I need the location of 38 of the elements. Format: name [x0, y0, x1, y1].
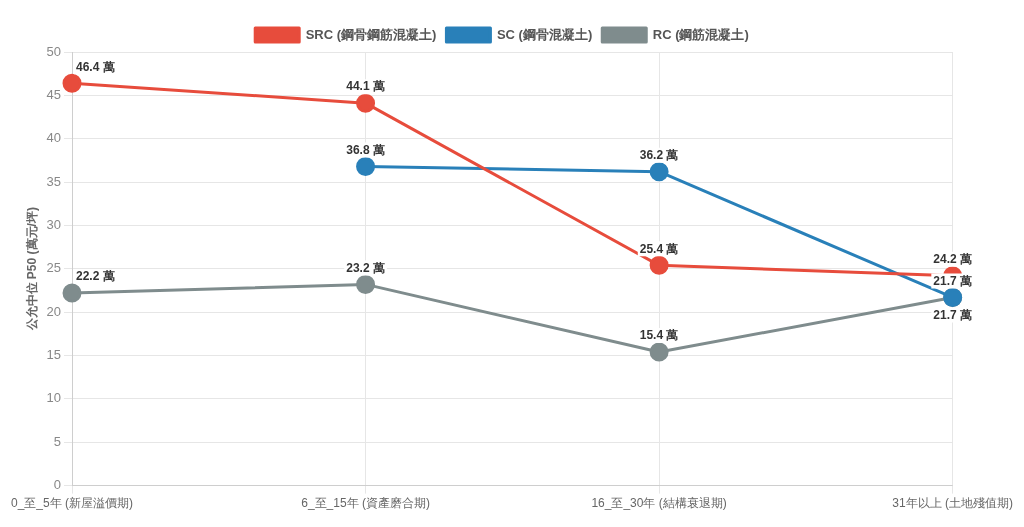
y-tick-label: 0 — [53, 477, 62, 493]
y-tick-label: 25 — [46, 260, 62, 276]
y-tick-label: 50 — [46, 43, 62, 59]
x-tick-label: 31年以上 (土地殘值期) — [892, 496, 1014, 511]
legend-label: SC (鋼骨混凝土) — [496, 26, 593, 42]
point — [356, 274, 376, 294]
data-label: 36.2 萬 — [639, 147, 679, 162]
data-label: 21.7 萬 — [933, 307, 973, 322]
data-label: 46.4 萬 — [76, 59, 115, 74]
legend-label: RC (鋼筋混凝土) — [652, 26, 749, 42]
y-tick-label: 5 — [53, 433, 62, 449]
data-label: 25.4 萬 — [639, 241, 679, 256]
y-tick-label: 35 — [46, 173, 62, 189]
legend-label: SRC (鋼骨鋼筋混凝土) — [305, 26, 437, 42]
y-tick-label: 15 — [46, 347, 62, 363]
data-label: 24.2 萬 — [933, 252, 973, 267]
data-label: 15.4 萬 — [639, 328, 679, 343]
point — [649, 342, 669, 362]
x-tick-label: 6_至_15年 (資產磨合期) — [301, 496, 430, 511]
x-tick-label: 16_至_30年 (結構衰退期) — [591, 496, 727, 511]
y-tick-label: 10 — [46, 390, 62, 406]
point — [356, 156, 376, 176]
y-tick-label: 30 — [46, 217, 62, 233]
point — [356, 93, 376, 113]
point — [62, 283, 82, 303]
y-tick-label: 40 — [46, 130, 62, 146]
x-tick-label: 0_至_5年 (新屋溢價期) — [11, 496, 134, 511]
point — [649, 162, 669, 182]
y-tick-label: 20 — [46, 303, 62, 319]
data-label: 23.2 萬 — [346, 260, 385, 275]
point — [649, 255, 669, 275]
data-label: 36.8 萬 — [346, 142, 385, 157]
data-label: 44.1 萬 — [346, 79, 385, 94]
y-axis-title: 公允中位 P50 (萬元/坪) — [24, 207, 39, 332]
data-label: 22.2 萬 — [76, 269, 115, 284]
data-label: 21.7 萬 — [933, 273, 973, 288]
y-tick-label: 45 — [46, 86, 62, 102]
point — [62, 73, 82, 93]
